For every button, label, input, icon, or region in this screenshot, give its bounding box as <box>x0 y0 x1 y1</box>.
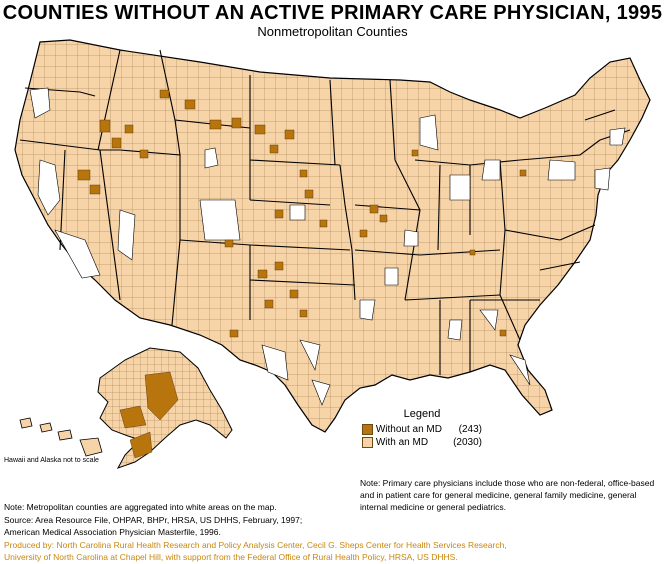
metropolitan-areas <box>29 87 626 406</box>
produced-by-line-1: Produced by: North Carolina Rural Health… <box>4 539 507 550</box>
legend-swatch-without-md <box>362 424 373 435</box>
source-line-2: American Medical Association Physician M… <box>4 527 221 537</box>
contiguous-us-shape <box>14 39 651 433</box>
legend-item-with-md: With an MD (2030) <box>362 436 482 449</box>
counties-without-md <box>77 89 527 338</box>
map-subtitle: Nonmetropolitan Counties <box>257 24 408 39</box>
map-title: COUNTIES WITHOUT AN ACTIVE PRIMARY CARE … <box>2 2 663 24</box>
legend-count: (243) <box>458 424 482 435</box>
legend-item-without-md: Without an MD (243) <box>362 423 482 436</box>
legend-count: (2030) <box>453 437 482 448</box>
alaska-without-md <box>119 371 179 459</box>
legend: Legend Without an MD (243) With an MD (2… <box>362 408 482 449</box>
hawaii-shape <box>19 417 103 457</box>
legend-label: Without an MD <box>375 424 442 435</box>
legend-swatch-with-md <box>362 437 373 448</box>
produced-by-line-2: University of North Carolina at Chapel H… <box>4 552 458 562</box>
source-line-1: Source: Area Resource File, OHPAR, BHPr,… <box>4 514 303 525</box>
source-notes: Note: Metropolitan counties are aggregat… <box>4 501 604 564</box>
metro-note: Note: Metropolitan counties are aggregat… <box>4 502 277 512</box>
legend-label: With an MD <box>375 437 429 448</box>
hawaii-alaska-note: Hawaii and Alaska not to scale <box>4 457 99 464</box>
state-borders <box>19 49 631 375</box>
physician-definition-note: Note: Primary care physicians include th… <box>360 478 655 512</box>
legend-title: Legend <box>403 408 441 420</box>
